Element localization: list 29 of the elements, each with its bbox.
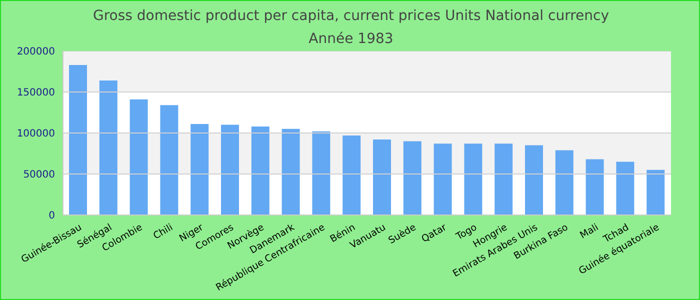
bar xyxy=(190,124,209,215)
bar xyxy=(69,64,87,215)
bar xyxy=(312,131,330,215)
bar xyxy=(160,105,178,215)
y-tick-label: 100000 xyxy=(16,128,55,140)
bar xyxy=(251,126,270,215)
bar xyxy=(586,159,604,215)
bar xyxy=(494,144,513,215)
x-tick-label: Mali xyxy=(578,222,600,242)
bar xyxy=(403,141,422,215)
chart-subtitle: Année 1983 xyxy=(308,31,394,47)
y-tick-label: 150000 xyxy=(16,88,55,99)
y-tick-label: 200000 xyxy=(16,46,55,58)
bar xyxy=(464,144,482,215)
bar xyxy=(525,145,543,215)
bar xyxy=(555,150,574,215)
bar xyxy=(373,140,391,215)
bar xyxy=(99,80,118,215)
chart-title: Gross domestic product per capita, current prices Units National currency xyxy=(92,7,610,26)
bar xyxy=(282,128,300,215)
y-tick-label: 0 xyxy=(48,210,55,222)
bar xyxy=(646,170,665,215)
bar xyxy=(130,99,148,215)
bar xyxy=(616,162,634,215)
y-tick-label: 50000 xyxy=(23,170,55,181)
bar xyxy=(221,124,239,215)
x-tick-label: Chili xyxy=(152,222,175,242)
bar xyxy=(342,135,361,215)
bar xyxy=(434,144,452,215)
